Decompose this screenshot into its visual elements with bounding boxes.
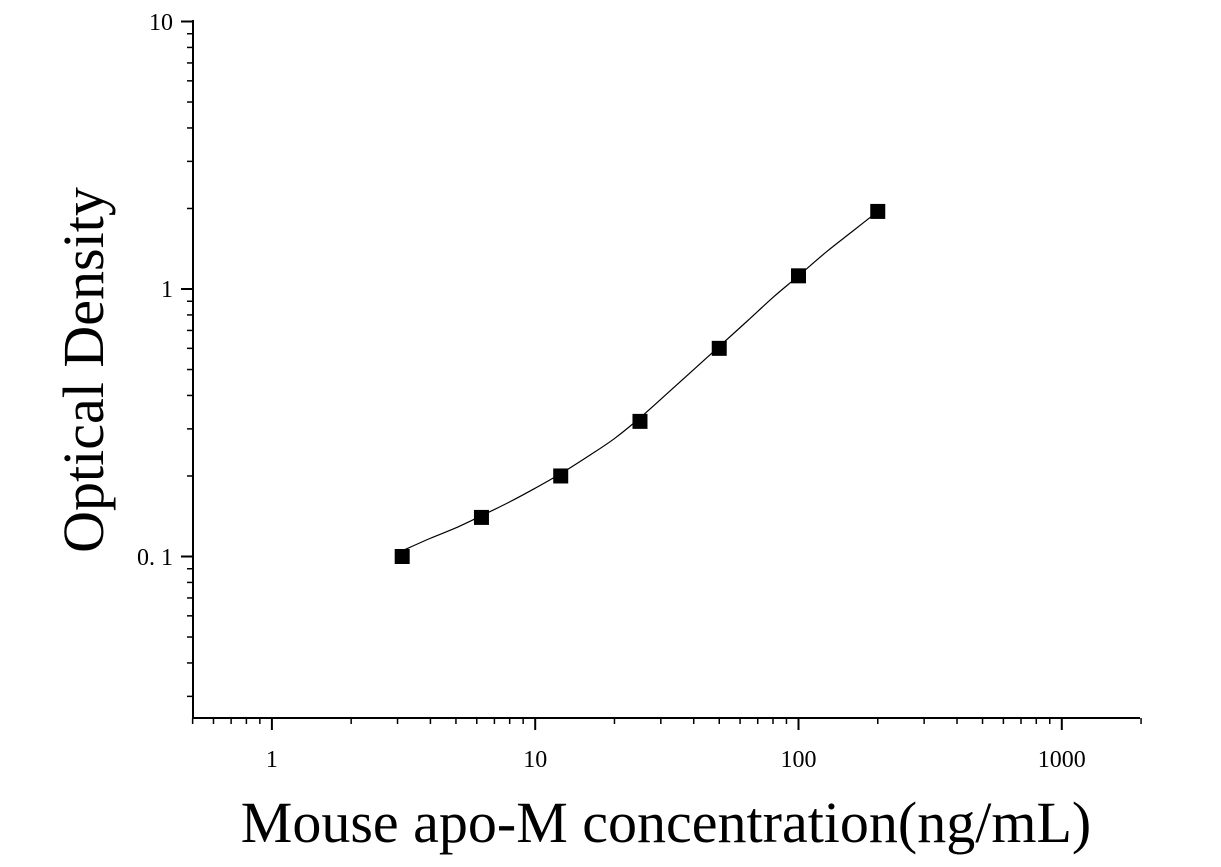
data-point-marker (711, 340, 727, 356)
x-tick-label: 1000 (1038, 747, 1086, 773)
data-point-marker (394, 549, 410, 564)
data-point-marker (632, 413, 648, 429)
y-major-ticks (181, 20, 193, 558)
x-major-ticks (270, 718, 1063, 730)
y-tick-label: 10 (149, 10, 173, 36)
data-point-marker (553, 468, 569, 484)
y-tick-label: 1 (161, 277, 173, 303)
y-tick-labels: 10 1 0. 1 (137, 10, 173, 571)
plot-area (181, 20, 1142, 730)
x-tick-label: 1 (266, 747, 278, 773)
x-tick-labels: 1 10 100 1000 (266, 747, 1086, 773)
data-point-marker (473, 509, 489, 525)
data-point-marker (791, 268, 806, 284)
x-tick-label: 100 (781, 747, 817, 773)
fit-curve (401, 210, 879, 552)
y-minor-ticks (187, 32, 193, 698)
data-point-marker (870, 203, 886, 219)
y-axis-title: Optical Density (51, 187, 116, 553)
y-tick-label: 0. 1 (137, 545, 173, 571)
data-markers (394, 203, 886, 564)
x-axis-title: Mouse apo-M concentration(ng/mL) (241, 790, 1091, 855)
x-tick-label: 10 (523, 747, 547, 773)
x-minor-ticks (191, 718, 1142, 724)
